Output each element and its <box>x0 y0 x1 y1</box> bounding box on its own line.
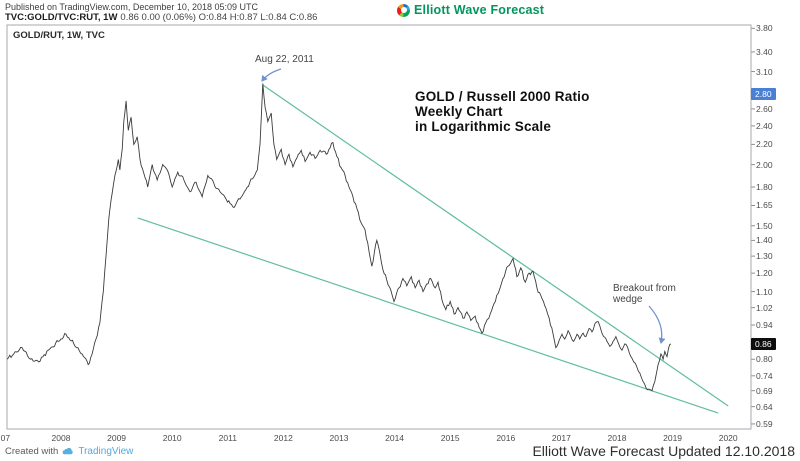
breakout-arrow <box>648 305 666 344</box>
y-axis-label: 1.02 <box>756 302 773 313</box>
x-axis-label: 2008 <box>51 433 71 443</box>
chart-title-line3: in Logarithmic Scale <box>415 119 552 134</box>
breakout-annotation-line2: wedge <box>613 294 643 305</box>
y-axis-label: 2.60 <box>756 103 773 114</box>
created-with-credit: Created with TradingView <box>5 446 133 457</box>
x-axis-label: 2010 <box>162 433 182 443</box>
x-axis-label: 2018 <box>607 433 627 443</box>
price-badge-high: 2.80 <box>751 87 776 100</box>
breakout-annotation: Breakout from wedge <box>613 283 676 305</box>
y-axis-label: 0.69 <box>756 385 773 396</box>
y-axis-label: 3.80 <box>756 23 773 34</box>
x-axis-label: 2009 <box>107 433 127 443</box>
y-axis-label: 2.00 <box>756 159 773 170</box>
y-axis-label: 0.80 <box>756 354 773 365</box>
x-axis-label: 2016 <box>496 433 516 443</box>
breakout-annotation-line1: Breakout from <box>613 283 676 294</box>
chart-legend: GOLD/RUT, 1W, TVC <box>13 30 105 41</box>
price-badge-current: 0.86 <box>751 338 776 351</box>
peak-annotation: Aug 22, 2011 <box>255 54 314 65</box>
y-axis-label: 0.64 <box>756 401 773 412</box>
y-axis-label: 1.50 <box>756 220 773 231</box>
x-axis-label: 2014 <box>385 433 405 443</box>
x-axis-label: 2019 <box>663 433 683 443</box>
chart-title-line2: Weekly Chart <box>415 104 503 119</box>
y-axis-label: 1.80 <box>756 182 773 192</box>
aug-2011-arrow <box>261 68 282 82</box>
created-with-label: Created with <box>5 446 59 457</box>
chart-title: GOLD / Russell 2000 Ratio Weekly Chart i… <box>415 89 590 134</box>
brand-name: Elliott Wave Forecast <box>414 3 545 17</box>
y-axis-label: 2.20 <box>756 139 773 150</box>
y-axis-label: 0.74 <box>756 370 773 381</box>
y-axis-label: 3.10 <box>756 66 773 77</box>
x-axis-label: 2011 <box>218 433 237 443</box>
y-axis-label: 1.65 <box>756 200 773 211</box>
x-axis-label: 2012 <box>273 433 293 443</box>
y-axis-label: 1.40 <box>756 235 773 246</box>
ohlc-values: 0.86 0.00 (0.06%) O:0.84 H:0.87 L:0.84 C… <box>120 12 318 23</box>
elliott-wave-forecast-logo: Elliott Wave Forecast <box>397 3 544 17</box>
y-axis-label: 1.10 <box>756 286 773 297</box>
wedge-upper-trendline <box>262 84 729 407</box>
tradingview-cloud-icon <box>63 447 74 455</box>
y-axis-label: 2.40 <box>756 120 773 131</box>
x-axis-label: 2017 <box>551 433 571 443</box>
y-axis-label: 0.94 <box>756 319 773 330</box>
x-axis-label: 2013 <box>329 433 349 443</box>
y-axis-label: 3.40 <box>756 46 773 57</box>
x-axis-label: 07 <box>0 433 11 443</box>
chart-title-line1: GOLD / Russell 2000 Ratio <box>415 89 590 104</box>
x-axis-label: 2020 <box>718 433 738 443</box>
wedge-lower-trendline <box>137 217 719 414</box>
symbol-name: TVC:GOLD/TVC:RUT, 1W <box>5 12 118 23</box>
forecast-credit: Elliott Wave Forecast Updated 12.10.2018 <box>532 443 795 459</box>
y-axis-label: 0.59 <box>756 418 773 429</box>
elliott-wave-swirl-icon <box>397 3 410 17</box>
published-line: Published on TradingView.com, December 1… <box>5 2 258 12</box>
price-series <box>6 83 672 392</box>
y-axis-label: 1.20 <box>756 268 773 279</box>
y-axis-label: 1.30 <box>756 251 773 262</box>
symbol-quote-line: TVC:GOLD/TVC:RUT, 1W 0.86 0.00 (0.06%) O:… <box>5 12 317 23</box>
x-axis-label: 2015 <box>440 433 460 443</box>
tradingview-link[interactable]: TradingView <box>78 446 134 457</box>
plot-frame <box>6 24 752 430</box>
